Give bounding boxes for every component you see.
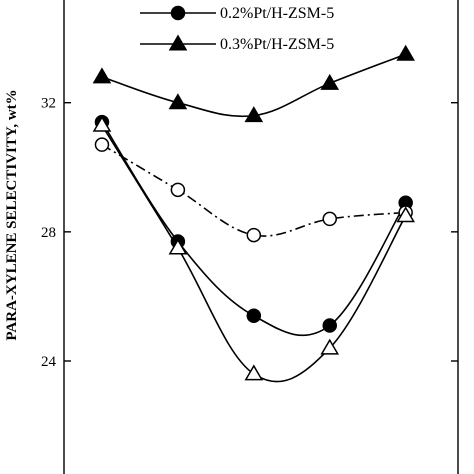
- data-point: [168, 238, 188, 255]
- series-1: [94, 114, 413, 337]
- legend-item: 0.3%Pt/H-ZSM-5: [140, 34, 334, 53]
- series-line: [101, 124, 407, 383]
- legend-marker: [168, 34, 188, 51]
- y-tick-label: 24: [41, 354, 57, 370]
- data-point: [396, 206, 415, 223]
- data-point: [322, 211, 337, 227]
- legend-marker: [170, 5, 186, 21]
- y-ticks: 24 28 32: [41, 96, 458, 370]
- data-point: [244, 364, 264, 381]
- data-point: [92, 67, 112, 84]
- data-point: [168, 93, 188, 110]
- series-2: [92, 44, 415, 123]
- data-point: [246, 308, 262, 324]
- data-point: [322, 318, 337, 333]
- y-axis-label: PARA-XYLENE SELECTIVITY, wt%: [4, 89, 20, 340]
- legend-label: 0.3%Pt/H-ZSM-5: [220, 36, 334, 53]
- legend: 0.2%Pt/H-ZSM-5 0.3%Pt/H-ZSM-5: [140, 5, 334, 53]
- data-point: [246, 227, 262, 243]
- data-point: [170, 182, 186, 198]
- y-tick-label: 28: [41, 225, 56, 241]
- y-tick-label: 32: [41, 96, 56, 112]
- legend-item: 0.2%Pt/H-ZSM-5: [140, 5, 334, 22]
- legend-label: 0.2%Pt/H-ZSM-5: [220, 5, 334, 22]
- data-point: [244, 106, 264, 123]
- series-4: [92, 115, 415, 383]
- axes: [63, 0, 459, 474]
- data-point: [396, 44, 415, 61]
- data-point: [320, 73, 340, 90]
- data-point: [94, 137, 110, 152]
- series-line: [101, 143, 406, 237]
- data-point: [92, 115, 112, 132]
- series-group: [92, 44, 415, 383]
- data-point: [320, 338, 340, 355]
